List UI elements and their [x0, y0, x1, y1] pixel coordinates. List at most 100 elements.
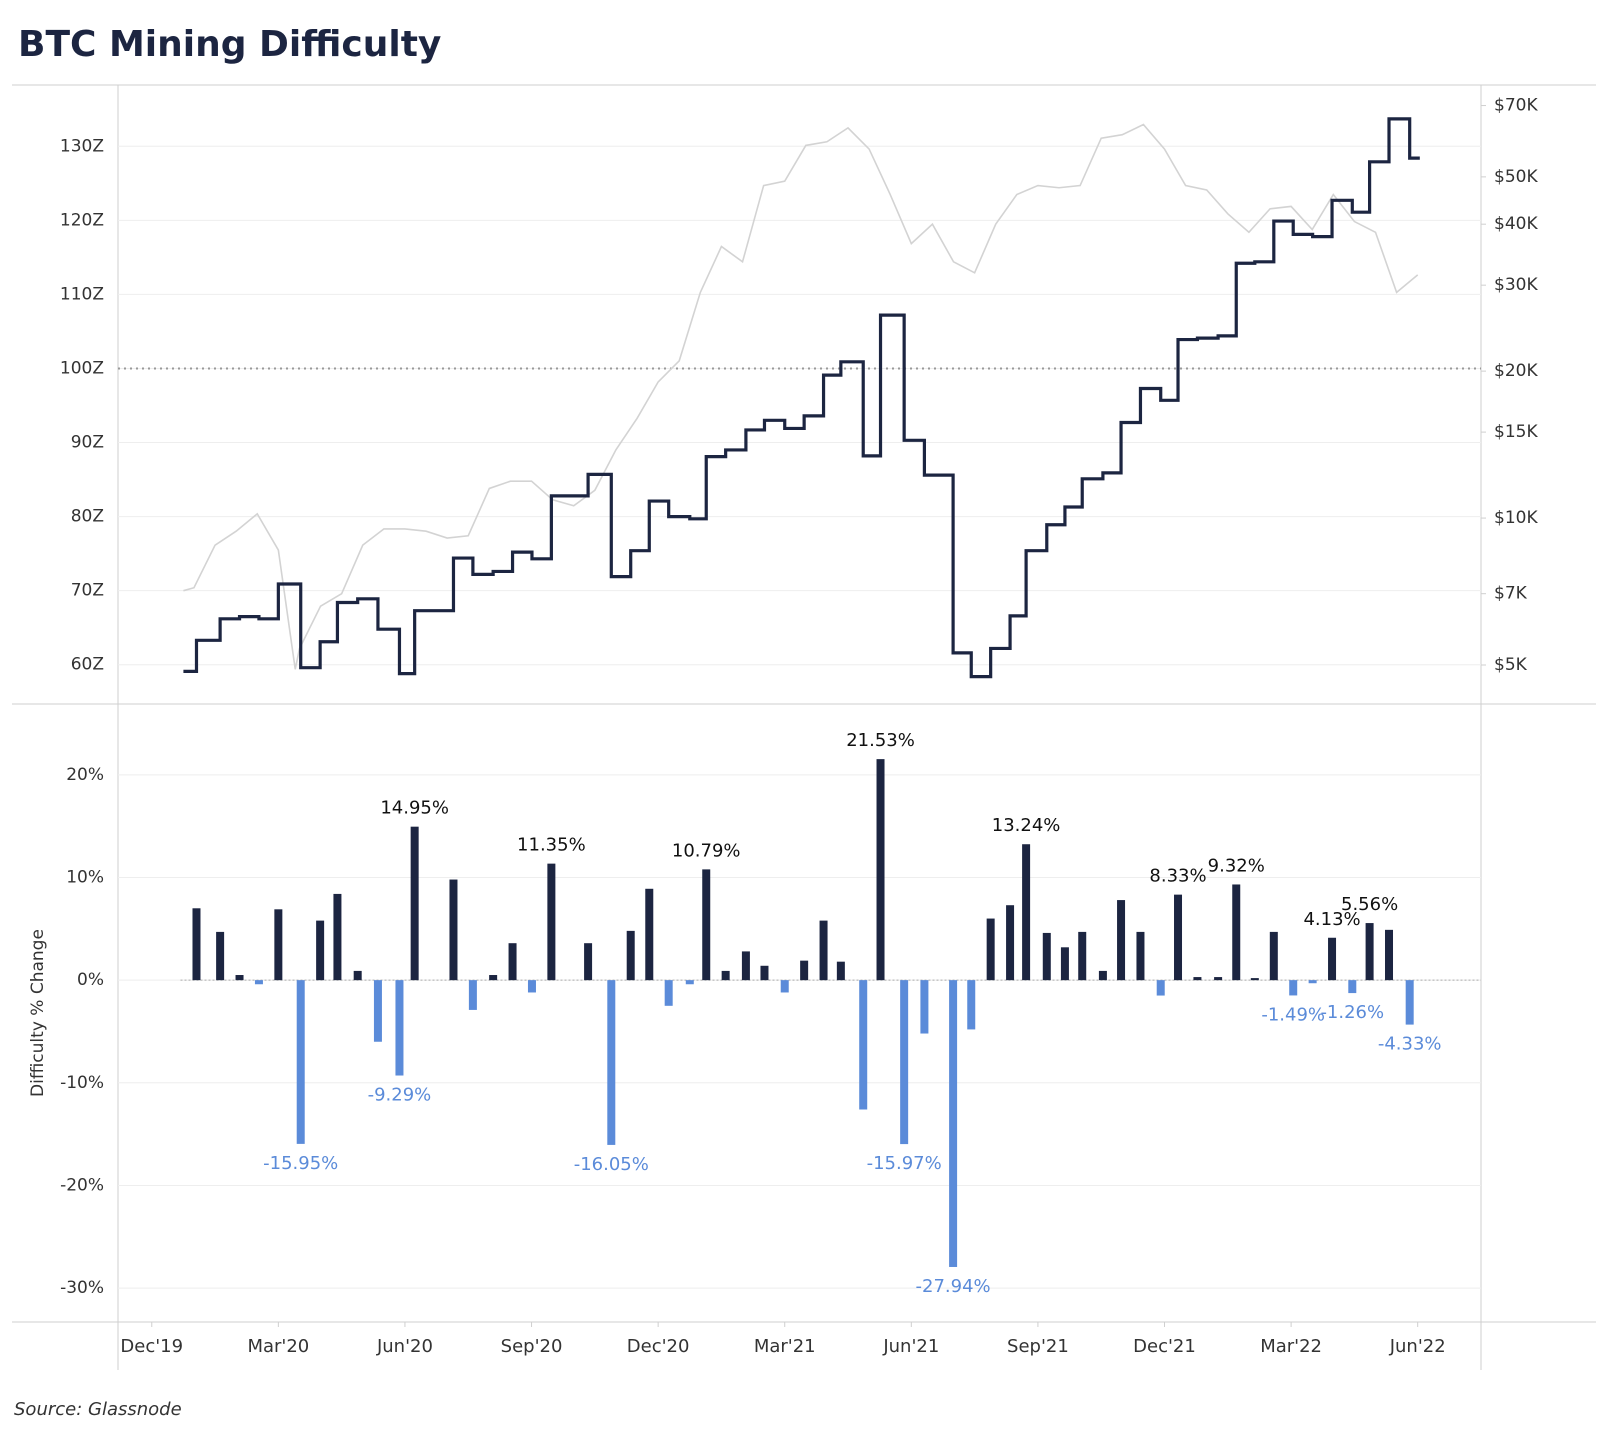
bar [741, 951, 750, 981]
bar [836, 961, 845, 981]
y-tick-label: -20% [60, 1175, 104, 1195]
bar [607, 980, 616, 1145]
bar [468, 980, 477, 1010]
y-tick-label: 0% [77, 970, 104, 990]
bar [1042, 932, 1051, 981]
bar-value-label: -15.95% [263, 1153, 338, 1174]
y2-tick-label: $30K [1494, 275, 1538, 295]
bar [1365, 923, 1374, 981]
bar [876, 759, 885, 981]
bar [1405, 980, 1414, 1025]
bar [702, 869, 711, 981]
bar [721, 970, 730, 981]
bar [760, 965, 769, 981]
y-tick-label: 60Z [71, 655, 104, 675]
bar [1308, 980, 1317, 984]
bar [316, 920, 325, 981]
bar [1174, 894, 1183, 981]
bar [645, 888, 654, 981]
y-tick-label: 20% [66, 765, 104, 785]
bar [664, 980, 673, 1006]
bar [920, 980, 929, 1034]
x-tick-label: Sep'20 [501, 1336, 563, 1357]
bar [527, 980, 536, 993]
x-tick-label: Sep'21 [1007, 1336, 1069, 1357]
bar [584, 943, 593, 981]
bar [1269, 931, 1278, 981]
x-tick-label: Mar'20 [247, 1336, 309, 1357]
bar [489, 975, 498, 981]
bar-value-label: 21.53% [846, 730, 915, 751]
bar [1193, 977, 1202, 981]
bar [296, 980, 305, 1144]
difficulty-line [183, 117, 1420, 679]
x-tick-label: Mar'22 [1260, 1336, 1322, 1357]
x-tick-label: Dec'19 [120, 1336, 183, 1357]
bar-value-label: 13.24% [992, 815, 1061, 836]
bar [967, 980, 976, 1030]
y-tick-label: 80Z [71, 507, 104, 527]
y-tick-label: 100Z [60, 358, 104, 378]
bar [1289, 980, 1298, 996]
x-tick-label: Mar'21 [754, 1336, 816, 1357]
bar [1156, 980, 1165, 996]
bar [626, 930, 635, 981]
bar [1098, 970, 1107, 981]
bar [1250, 978, 1259, 981]
bar-value-label: 14.95% [380, 798, 449, 819]
bar [819, 920, 828, 981]
bar [859, 980, 868, 1110]
y-tick-label: 70Z [71, 581, 104, 601]
bar-value-label: 8.33% [1149, 866, 1206, 887]
bar [410, 826, 419, 981]
chart-title: BTC Mining Difficulty [18, 24, 441, 65]
y-tick-label: 90Z [71, 433, 104, 453]
bar [395, 980, 404, 1076]
x-tick-label: Jun'21 [882, 1336, 939, 1357]
bar-value-label: 11.35% [517, 835, 586, 856]
bar [1117, 900, 1126, 981]
y-tick-label: 120Z [60, 210, 104, 230]
bar [216, 931, 225, 981]
bar-value-label: -4.33% [1378, 1034, 1442, 1055]
x-tick-label: Jun'20 [376, 1336, 433, 1357]
y-tick-label: -10% [60, 1073, 104, 1093]
bar [1385, 929, 1394, 981]
bar [508, 943, 517, 981]
y2-tick-label: $50K [1494, 167, 1538, 187]
bar [949, 980, 958, 1267]
bar [1328, 937, 1337, 981]
y2-tick-label: $7K [1494, 584, 1528, 604]
bar-value-label: -16.05% [574, 1154, 649, 1175]
bar-value-label: -1.26% [1320, 1002, 1384, 1023]
y2-tick-label: $5K [1494, 655, 1528, 675]
price-line [183, 123, 1419, 670]
bar [900, 980, 909, 1145]
bar [1060, 947, 1069, 981]
bar [1006, 905, 1015, 981]
bar [449, 879, 458, 981]
bar-value-label: 9.32% [1208, 855, 1265, 876]
bar-value-label: 5.56% [1341, 894, 1398, 915]
bar [1136, 931, 1145, 981]
bar [1214, 977, 1223, 981]
y-tick-label: -30% [60, 1278, 104, 1298]
x-tick-label: Dec'21 [1133, 1336, 1196, 1357]
y2-tick-label: $20K [1494, 361, 1538, 381]
bar [1348, 980, 1357, 994]
bar [1232, 884, 1241, 981]
y-tick-label: 130Z [60, 136, 104, 156]
y2-tick-label: $40K [1494, 214, 1538, 234]
bar [1078, 931, 1087, 981]
bar [986, 918, 995, 981]
x-tick-label: Jun'22 [1389, 1336, 1446, 1357]
y-axis-label: Difficulty % Change [28, 929, 48, 1097]
bar [800, 960, 809, 981]
bar [192, 908, 201, 981]
bar [235, 975, 244, 981]
bar [373, 980, 382, 1042]
bar-value-label: 4.13% [1303, 909, 1360, 930]
bar [333, 893, 342, 981]
bar-value-label: -1.49% [1261, 1004, 1325, 1025]
